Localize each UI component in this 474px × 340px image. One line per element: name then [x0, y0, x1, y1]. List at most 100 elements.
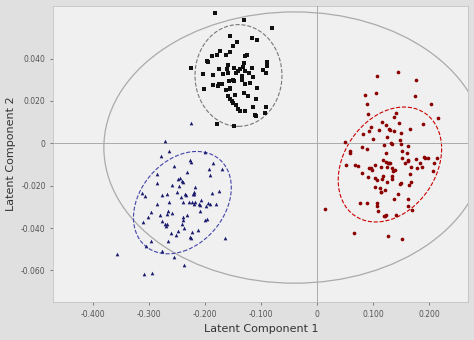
Point [351, 163, 359, 168]
Point [380, 142, 388, 148]
Point [225, 70, 232, 76]
Point [154, 172, 161, 177]
Point [401, 160, 409, 166]
Point [398, 149, 406, 154]
Point [188, 65, 195, 71]
Point [412, 156, 420, 162]
Point [204, 60, 211, 65]
Point [259, 67, 266, 72]
Point [168, 210, 176, 216]
Point [177, 194, 185, 199]
Point [240, 17, 248, 22]
Point [164, 221, 171, 227]
Point [190, 191, 197, 197]
X-axis label: Latent Component 1: Latent Component 1 [204, 324, 318, 335]
Point [397, 141, 404, 147]
Point [388, 176, 396, 182]
Point [174, 228, 182, 234]
Point [231, 65, 238, 71]
Point [139, 220, 146, 225]
Point [369, 136, 377, 142]
Point [378, 176, 386, 182]
Point [153, 202, 161, 207]
Point [205, 166, 213, 171]
Point [241, 61, 248, 66]
Point [215, 189, 222, 194]
Point [377, 164, 385, 170]
Point [392, 167, 399, 172]
Point [239, 64, 246, 70]
Point [420, 154, 428, 159]
Point [212, 202, 220, 207]
Point [382, 150, 390, 155]
Point [241, 68, 249, 73]
Point [388, 165, 396, 170]
Point [355, 164, 362, 169]
Point [397, 182, 404, 187]
Point [384, 160, 392, 166]
Point [162, 138, 169, 143]
Point [176, 176, 184, 181]
Point [356, 200, 364, 205]
Point [382, 213, 389, 219]
Point [235, 68, 242, 74]
Point [230, 123, 238, 129]
Point [262, 104, 270, 110]
Point [253, 86, 261, 91]
Point [175, 184, 182, 189]
Point [248, 35, 256, 40]
Point [189, 230, 196, 235]
Point [390, 197, 398, 202]
Point [170, 254, 178, 260]
Point [147, 209, 155, 215]
Point [367, 165, 374, 171]
Point [404, 158, 412, 164]
Point [222, 53, 229, 58]
Point [248, 65, 255, 70]
Point [407, 126, 414, 132]
Point [406, 171, 413, 176]
Point [191, 184, 199, 190]
Point [365, 128, 373, 133]
Point [234, 106, 242, 112]
Point [358, 145, 366, 150]
Point [210, 160, 217, 166]
Point [218, 166, 226, 172]
Point [249, 104, 257, 109]
Point [207, 172, 214, 177]
Point [232, 71, 240, 76]
Point [187, 235, 194, 240]
Point [163, 224, 170, 229]
Point [214, 83, 222, 89]
Point [431, 160, 438, 165]
Point [213, 122, 220, 127]
Point [197, 197, 205, 202]
Point [183, 212, 191, 218]
Point [200, 71, 207, 77]
Point [365, 175, 372, 180]
Point [158, 248, 166, 254]
Point [226, 86, 234, 91]
Point [246, 70, 253, 76]
Point [238, 78, 246, 83]
Point [180, 215, 187, 220]
Point [208, 54, 216, 59]
Point [179, 178, 186, 183]
Point [216, 66, 223, 72]
Point [394, 70, 402, 75]
Point [367, 124, 375, 130]
Point [145, 215, 152, 220]
Point [181, 262, 188, 268]
Point [419, 164, 426, 170]
Point [372, 163, 379, 168]
Point [230, 78, 238, 84]
Point [382, 187, 389, 193]
Point [360, 131, 367, 136]
Point [223, 66, 231, 72]
Point [435, 116, 442, 121]
Point [113, 251, 121, 256]
Point [202, 204, 210, 209]
Point [211, 10, 219, 16]
Point [203, 58, 210, 63]
Point [404, 197, 411, 202]
